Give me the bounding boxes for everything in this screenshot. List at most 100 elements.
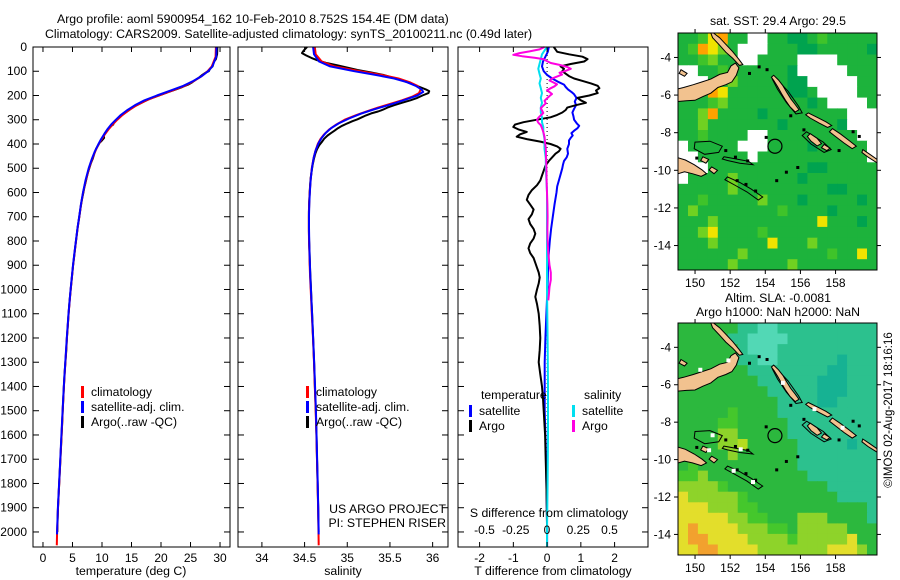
grid-cell [717,323,729,335]
grid-cell [747,439,759,451]
tick-label: 1400 [0,379,27,393]
grid-cell [807,205,818,217]
islet-dot [695,445,699,449]
grid-cell [837,205,848,217]
grid-cell [767,354,778,366]
grid-cell [797,162,808,174]
grid-cell [757,33,769,45]
grid-cell [847,417,858,429]
tick-label: 10 [95,551,109,565]
grid-cell [678,470,689,482]
grid-cell [747,512,759,524]
grid-cell [747,323,759,335]
grid-cell [867,470,877,482]
tick-label: 900 [7,258,27,272]
islet-dot [784,170,788,174]
grid-cell [737,194,749,206]
grid-cell [678,386,689,398]
series-satellite-adj-clim [56,46,218,535]
grid-cell [857,119,868,131]
grid-cell [837,470,848,482]
grid-cell [688,460,699,472]
tick-label: 1200 [0,331,27,345]
grid-cell [837,396,848,408]
grid-cell [787,512,798,524]
legend-label: Argo [479,418,505,433]
tick-label: 800 [7,234,27,248]
grid-cell [707,439,719,451]
grid-cell [777,173,788,185]
grid-cell [697,502,709,514]
grid-cell [737,365,749,377]
grid-cell [757,216,769,228]
grid-cell [727,248,739,260]
islet-dot [747,71,751,75]
grid-cell [757,248,769,260]
tick-label: 35.5 [378,551,402,565]
grid-cell [817,491,828,503]
temperature-profile-panel: 0 5 10 15 20 25 300100200300400500600700800900… [0,40,231,565]
grid-cell [867,86,877,99]
grid-cell [678,54,689,66]
grid-cell [787,407,798,419]
grid-cell [837,216,848,228]
grid-cell [688,130,699,142]
grid-cell [787,481,798,493]
tick-label: -10 [654,453,672,467]
grid-cell [847,237,858,250]
grid-cell [737,33,749,45]
grid-cell [757,544,769,555]
grid-cell [777,460,788,472]
grid-cell [827,333,838,345]
grid-cell [817,449,828,461]
grid-cell [717,33,729,45]
grid-cell [867,365,877,377]
grid-cell [867,108,877,120]
grid-cell [757,396,769,408]
islet-dot [735,179,739,183]
grid-cell [777,439,788,451]
grid-cell [817,173,828,185]
grid-cell [757,54,769,66]
grid-cell [777,183,788,196]
grid-cell [847,502,858,514]
grid-cell [707,259,719,270]
grid-cell [688,491,699,503]
tick-label: 5 [69,551,76,565]
grid-cell [817,65,828,77]
grid-cell [797,226,808,239]
missing-data-speck [812,407,817,412]
grid-cell [867,194,877,206]
grid-cell [857,502,868,514]
tick-label: 1100 [1,307,27,321]
grid-cell [847,512,858,524]
grid-cell [747,226,759,239]
grid-cell [817,97,828,109]
reef-outline [801,420,833,443]
grid-cell [767,523,778,535]
islet-dot [733,155,737,159]
land-polygon [699,156,710,164]
grid-cell [767,237,778,250]
difference-legend-temperature: temperature satellite Argo [469,388,547,433]
grid-cell [747,544,759,555]
grid-cell [827,205,838,217]
grid-cell [787,140,798,153]
grid-cell [817,439,828,451]
grid-cell [757,512,769,524]
tick-label: -0.25 [502,523,530,537]
grid-cell [827,54,838,66]
tick-label: -12 [654,490,672,504]
grid-cell [697,54,709,66]
legend-label: Argo(..raw -QC) [316,414,402,429]
grid-cell [737,216,749,228]
grid-cell [727,194,739,206]
grid-cell [717,439,729,451]
tick-label: 154 [755,561,775,575]
grid-cell [777,140,788,153]
series-T-diff-argo [512,46,601,533]
islet-dot [733,444,737,448]
grid-cell [867,216,877,228]
salinity-axis-label: salinity [324,564,362,578]
grid-cell [777,491,788,503]
